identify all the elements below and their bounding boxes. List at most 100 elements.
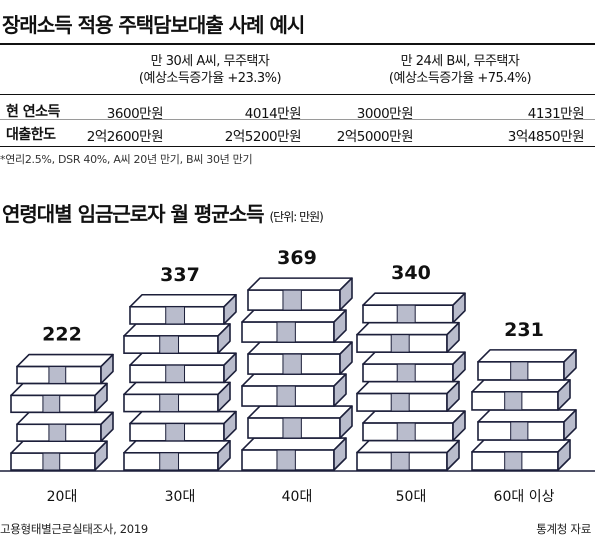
bar-5-bundle	[477, 349, 577, 381]
data-label-2: 337	[160, 264, 200, 286]
bundle-band	[504, 391, 523, 411]
bar-2-bundle	[123, 439, 231, 471]
bar-1-bundle	[10, 440, 108, 471]
bundle-side-face	[446, 380, 460, 412]
bar-2-bundle	[129, 293, 237, 325]
bundle-side-face	[446, 439, 460, 471]
bundle-top-face	[10, 440, 108, 454]
bar-3-bundle	[247, 341, 353, 375]
bundle-band	[165, 306, 186, 325]
bundle-top-face	[241, 309, 347, 323]
bundle-band	[390, 452, 410, 471]
chart-title: 연령대별 임금근로자 월 평균소득 (단위: 만원)	[2, 198, 324, 227]
bundle-top-face	[123, 323, 231, 337]
data-label-5: 231	[504, 319, 544, 341]
bundle-top-face	[129, 293, 237, 308]
bundle-top-face	[241, 373, 347, 387]
bundle-band	[396, 304, 416, 324]
bundle-band	[165, 364, 186, 383]
bundle-band	[396, 363, 416, 383]
row-label-loan-limit: 대출한도	[6, 127, 56, 143]
bundle-side-face	[94, 440, 108, 471]
bundle-side-face	[339, 277, 353, 311]
bundle-band	[276, 385, 296, 407]
bar-3: 369 40대	[241, 247, 353, 505]
bar-3-bundle	[241, 373, 347, 407]
bundle-top-face	[129, 352, 237, 366]
bundle-side-face	[223, 352, 237, 384]
bar-2: 337 30대	[123, 264, 237, 505]
bar-3-bundle	[247, 405, 353, 439]
bundle-side-face	[452, 292, 466, 324]
bar-3-bundle	[241, 437, 347, 471]
bundle-band	[282, 353, 302, 375]
cell-income-a-future: 4014만원	[244, 106, 302, 122]
bundle-side-face	[333, 309, 347, 343]
bundle-top-face	[247, 277, 353, 291]
bundle-side-face	[223, 293, 237, 325]
bundle-band	[276, 449, 296, 471]
category-label-3: 40대	[282, 489, 313, 505]
bundle-side-face	[333, 373, 347, 407]
bundle-top-face	[16, 411, 114, 426]
bundle-top-face	[241, 437, 347, 451]
bundle-top-face	[362, 410, 466, 424]
bundle-top-face	[477, 349, 577, 363]
bar-4-bundle	[356, 439, 460, 471]
bundle-band	[159, 452, 180, 471]
source-left: 고용형태별근로실태조사, 2019	[0, 522, 148, 536]
bundle-band	[282, 417, 302, 439]
cell-loan-b-future: 3억4850만원	[507, 129, 585, 145]
category-label-2: 30대	[165, 489, 196, 505]
bundle-top-face	[356, 321, 460, 336]
bundle-side-face	[223, 410, 237, 442]
column-header-b-line2: (예상소득증가율 +75.4%)	[388, 71, 532, 86]
bundle-band	[396, 422, 416, 442]
bar-4-bundle	[362, 410, 466, 442]
bundle-side-face	[563, 349, 577, 381]
bar-4-bundle	[356, 321, 460, 353]
column-header-a-line2: (예상소득증가율 +23.3%)	[138, 71, 282, 86]
cell-loan-b-current: 2억5000만원	[336, 129, 414, 145]
bundle-side-face	[333, 437, 347, 471]
bundle-top-face	[123, 381, 231, 396]
chart-title-text: 연령대별 임금근로자 월 평균소득	[2, 202, 264, 226]
bar-4: 340 50대	[356, 262, 466, 505]
bundle-top-face	[10, 382, 108, 397]
bundle-top-face	[356, 439, 460, 454]
bar-4-bundle	[362, 292, 466, 324]
bar-3-bundle	[247, 277, 353, 311]
bundle-band	[390, 393, 410, 412]
bundle-side-face	[339, 341, 353, 375]
bundle-top-face	[471, 379, 571, 393]
income-by-age-chart: 222 20대 337 30대 369 40대 340 50대 231 60대 이상	[0, 247, 595, 505]
bundle-side-face	[100, 353, 114, 385]
bar-5-bundle	[471, 439, 571, 471]
bundle-band	[504, 451, 523, 471]
bundle-top-face	[247, 341, 353, 355]
bundle-side-face	[557, 439, 571, 471]
data-label-1: 222	[42, 324, 82, 346]
cell-income-b-future: 4131만원	[527, 106, 585, 122]
bundle-band	[159, 393, 180, 413]
table-bottom-rule	[0, 146, 595, 147]
table-top-rule	[0, 43, 595, 45]
bundle-side-face	[452, 351, 466, 383]
bar-2-bundle	[129, 352, 237, 384]
bundle-top-face	[356, 380, 460, 395]
bundle-top-face	[16, 353, 114, 368]
table-row-rule	[0, 119, 595, 120]
column-header-a-line1: 만 30세 A씨, 무주택자	[150, 54, 270, 69]
table-header-rule	[0, 94, 595, 95]
row-label-income: 현 연소득	[6, 104, 60, 120]
bundle-side-face	[563, 409, 577, 441]
bundle-side-face	[452, 410, 466, 442]
bar-2-bundle	[123, 323, 231, 354]
column-header-b: 만 24세 B씨, 무주택자 (예상소득증가율 +75.4%)	[340, 53, 580, 87]
bar-5-bundle	[477, 409, 577, 441]
bundle-top-face	[129, 410, 237, 425]
bar-5: 231 60대 이상	[471, 319, 577, 505]
source-right: 통계청 자료	[536, 522, 591, 536]
chart-unit-label: (단위: 만원)	[269, 210, 323, 224]
category-label-5: 60대 이상	[494, 489, 555, 505]
